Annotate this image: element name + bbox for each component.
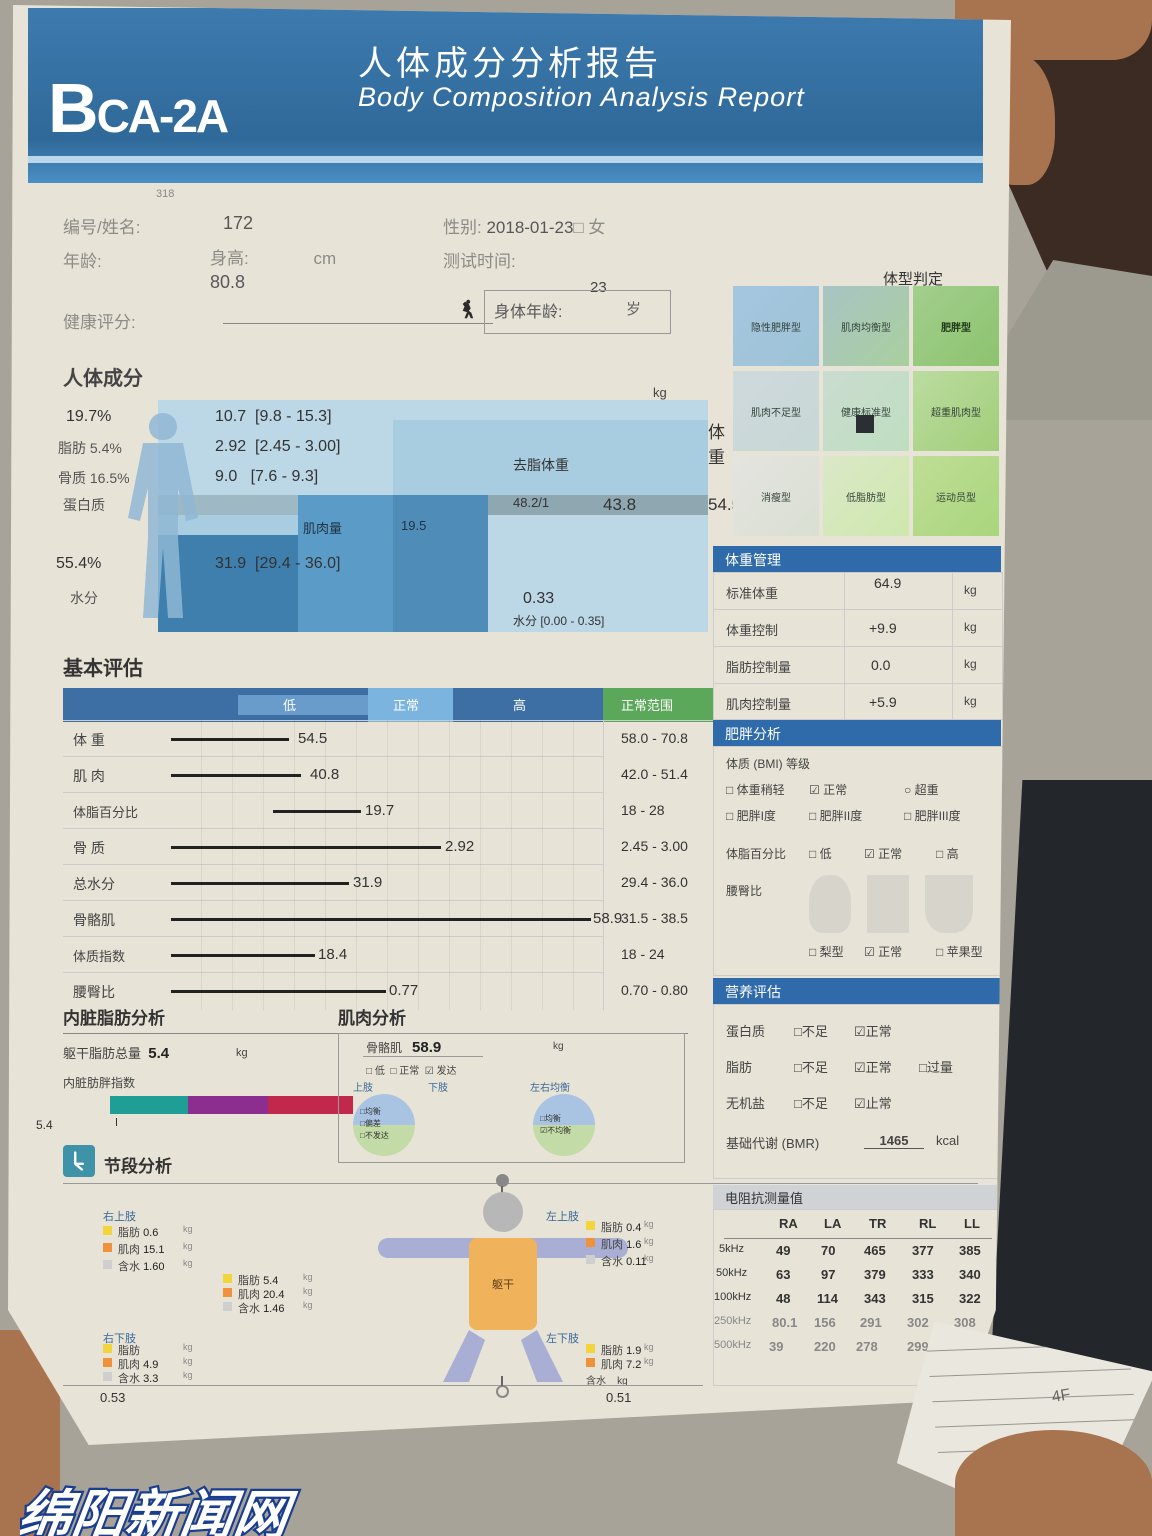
svg-text:4F: 4F bbox=[1051, 1386, 1073, 1406]
svg-text:躯干: 躯干 bbox=[492, 1278, 514, 1291]
svg-text:绵阳新闻网: 绵阳新闻网 bbox=[20, 1486, 300, 1536]
